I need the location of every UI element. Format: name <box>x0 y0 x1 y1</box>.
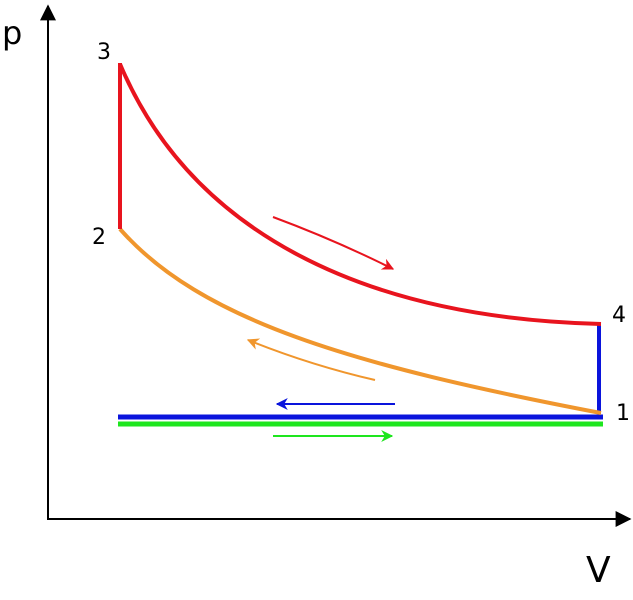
point-label: 3 <box>97 40 111 65</box>
x-axis-label: V <box>586 550 611 591</box>
arrow <box>246 338 376 381</box>
point-label: 2 <box>92 225 106 250</box>
expansion-curve <box>118 63 602 326</box>
compression-curve <box>118 227 602 415</box>
y-axis-label: p <box>2 14 22 52</box>
arrow <box>272 216 395 270</box>
point-label: 4 <box>612 303 626 328</box>
point-label: 1 <box>616 401 630 426</box>
